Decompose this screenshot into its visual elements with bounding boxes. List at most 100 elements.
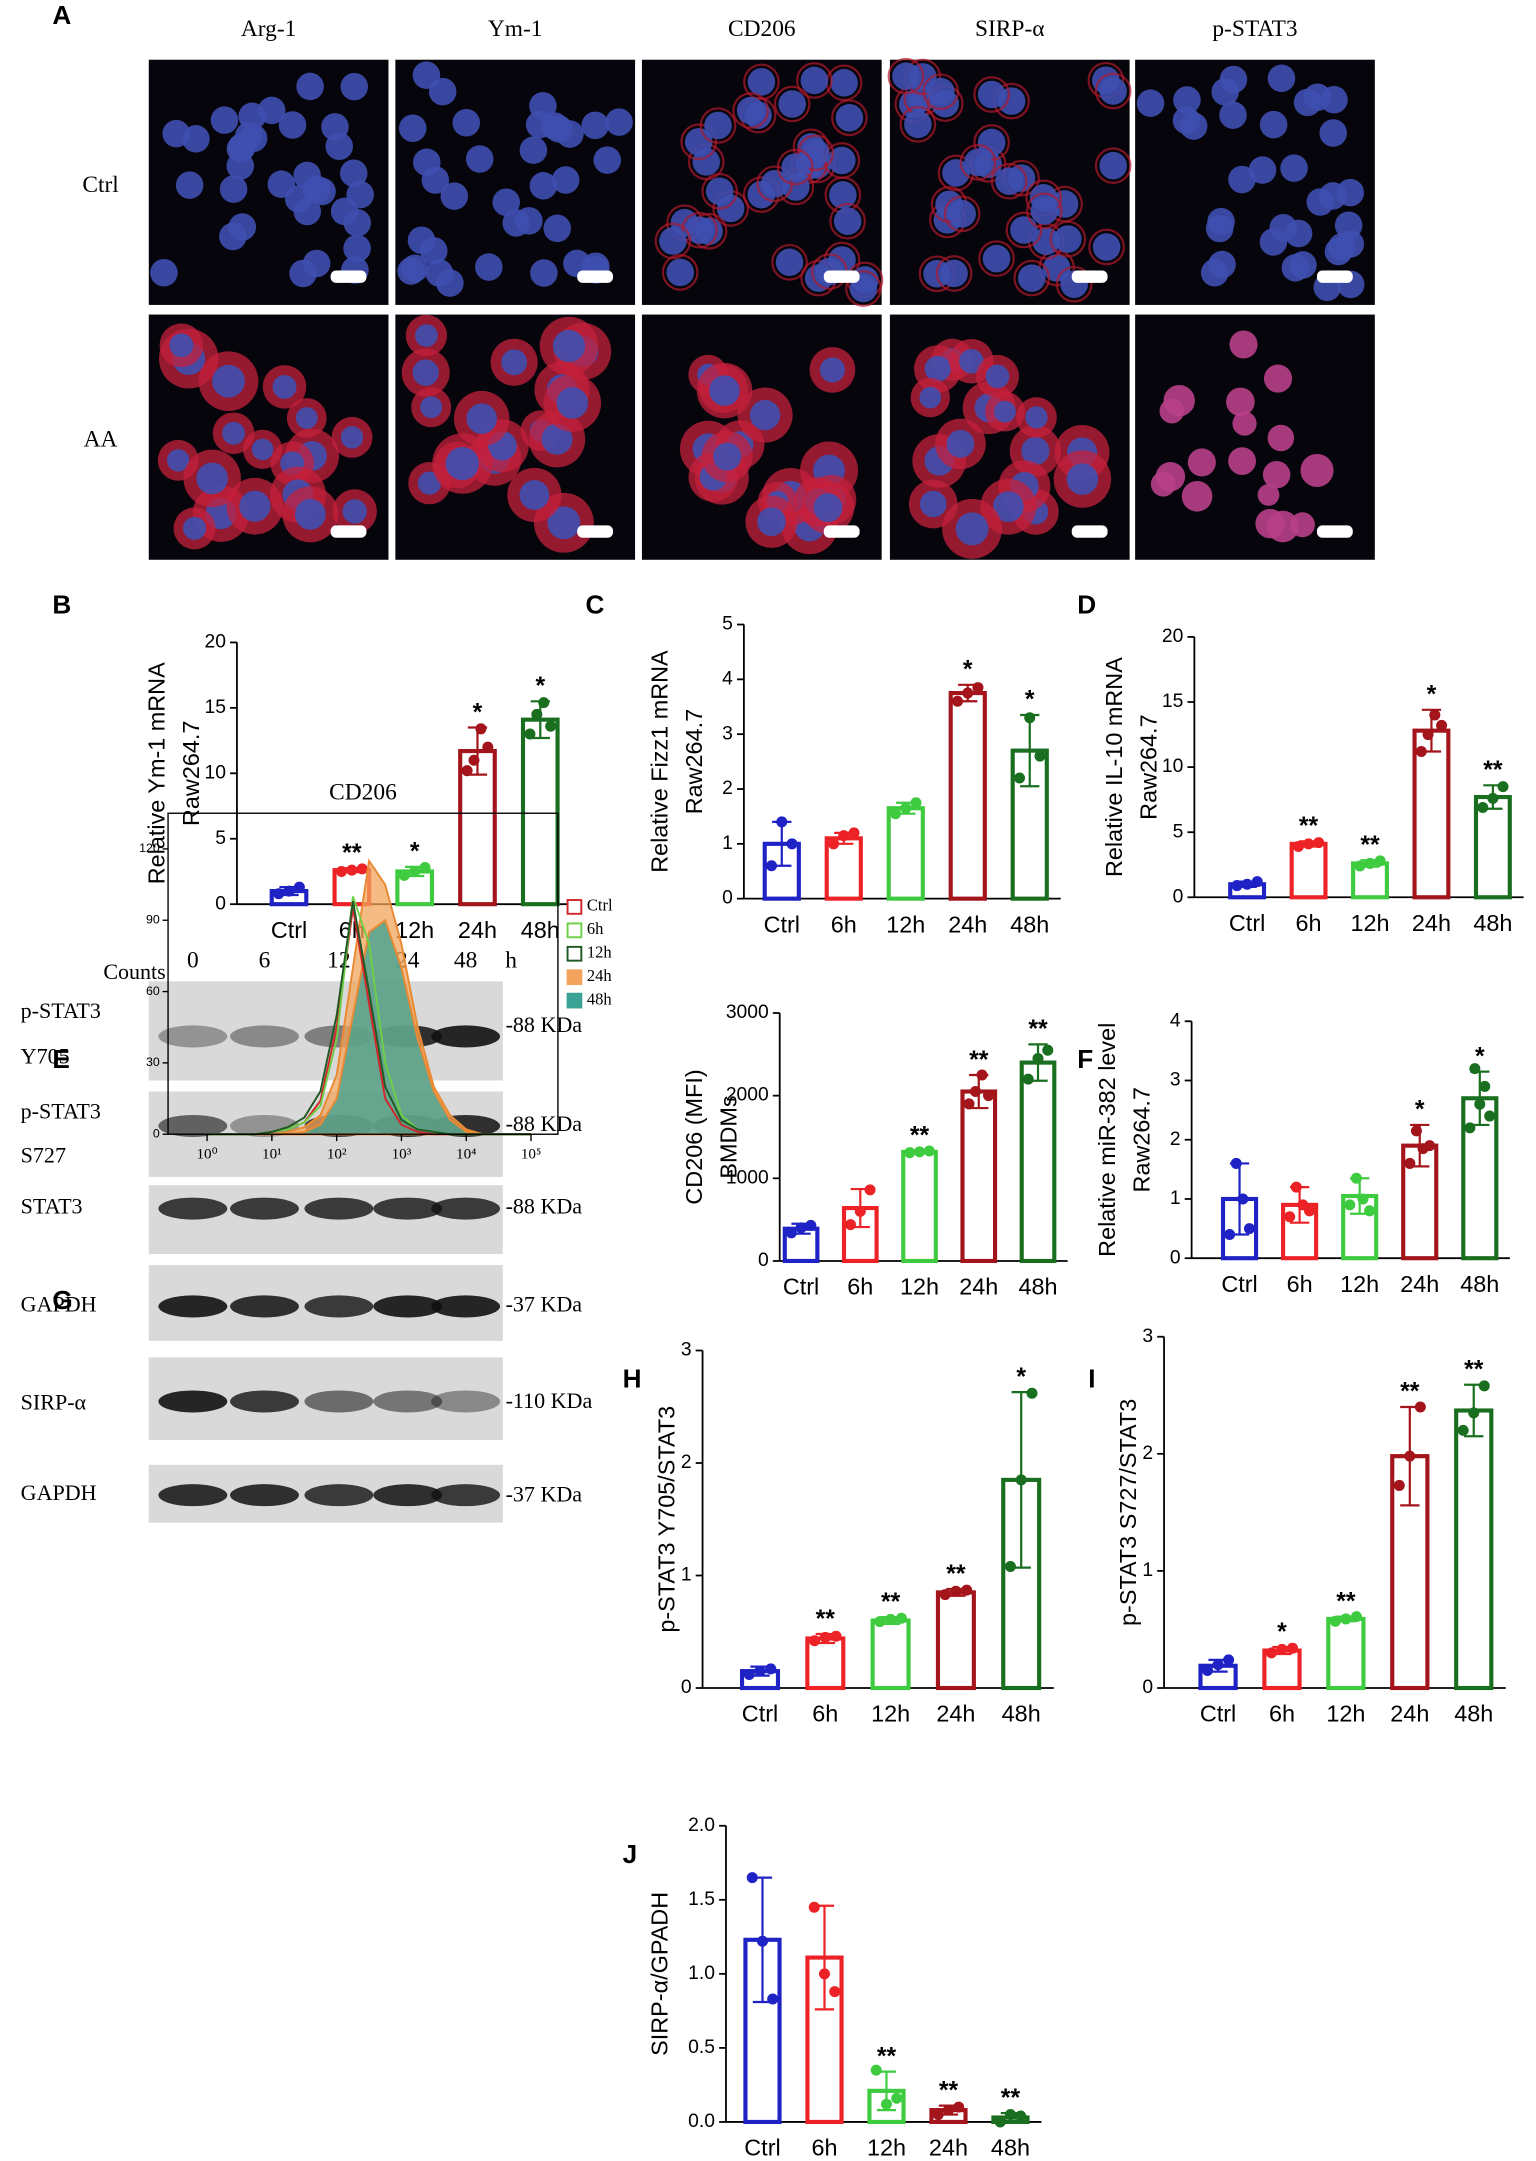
y-axis-label: Raw264.7 (1129, 1087, 1155, 1192)
cell-nucleus (819, 357, 845, 383)
data-point (1022, 1073, 1034, 1085)
data-point (900, 802, 912, 814)
scale-bar (1071, 270, 1108, 283)
significance-label: ** (1360, 832, 1380, 859)
data-point (1231, 880, 1243, 892)
blot-band (230, 1114, 299, 1137)
cell-nucleus (340, 72, 369, 101)
legend-swatch (566, 922, 583, 939)
micrograph (1135, 314, 1375, 560)
y-tick-label: 1000 (726, 1167, 769, 1188)
data-point (1344, 1199, 1356, 1211)
cell-membrane (701, 172, 739, 210)
y-axis-label: Counts (103, 959, 165, 984)
cell-nucleus (713, 442, 742, 471)
data-point (880, 2098, 892, 2110)
data-point (1404, 1157, 1416, 1169)
y-tick-label: 0 (681, 1677, 692, 1698)
x-tick-label: 48h (1454, 1701, 1493, 1727)
x-tick-label: 24h (929, 2135, 968, 2161)
cell-nucleus (1259, 228, 1288, 256)
cell-nucleus (1280, 154, 1308, 182)
blot-size: -110 KDa (506, 1388, 593, 1413)
significance-label: * (1427, 682, 1437, 709)
data-point (1478, 1380, 1490, 1392)
cell-nucleus (162, 119, 190, 148)
data-point (1251, 876, 1263, 888)
legend-swatch (566, 899, 583, 915)
blot-label: S727 (21, 1143, 66, 1168)
significance-label: ** (1001, 2085, 1021, 2112)
cell-nucleus (417, 471, 442, 495)
y-axis-label: Relative Fizz1 mRNA (646, 650, 672, 873)
cell-nucleus (551, 166, 580, 194)
cell-nucleus (251, 438, 274, 461)
cell-nucleus (272, 374, 297, 399)
data-point (983, 1090, 995, 1102)
cell-nucleus (705, 177, 734, 206)
data-point (1313, 837, 1325, 849)
cell-nucleus (543, 214, 572, 243)
data-point (870, 2064, 882, 2076)
cell-nucleus (212, 364, 245, 398)
cell-nucleus (257, 96, 286, 125)
cell-nucleus (530, 259, 558, 287)
cell-nucleus (1306, 188, 1335, 216)
data-point (838, 830, 850, 842)
panel-letter: D (1077, 590, 1096, 620)
blot-band (431, 1197, 501, 1220)
cell-nucleus (1205, 214, 1234, 243)
legend-label: 6h (587, 919, 604, 938)
scale-bar (823, 525, 860, 538)
blot-label: p-STAT3 (21, 1099, 101, 1124)
blot-band (304, 1484, 374, 1507)
y-tick-label: 2 (722, 778, 733, 799)
cell-nucleus (946, 429, 975, 458)
data-point (923, 1145, 935, 1157)
data-point (1464, 1122, 1476, 1134)
bar (1454, 1408, 1494, 1691)
significance-label: ** (881, 1589, 901, 1616)
cell-nucleus (1289, 512, 1315, 538)
blot-band (158, 1197, 228, 1220)
cell-nucleus (1030, 197, 1059, 225)
x-tick-label: 12h (395, 917, 434, 943)
cell-nucleus (1324, 237, 1353, 266)
y-axis-label: p-STAT3 S727/STAT3 (1115, 1399, 1141, 1626)
significance-label: * (1475, 1043, 1485, 1070)
data-point (961, 1584, 973, 1596)
data-point (910, 797, 922, 809)
blot-band (230, 1197, 299, 1220)
data-point (419, 862, 431, 874)
y-tick-label: 1.0 (688, 1963, 715, 1984)
cell-nucleus (210, 106, 239, 134)
data-point (1477, 801, 1489, 813)
cell-nucleus (401, 254, 429, 283)
x-tick-label: 6h (1269, 1701, 1295, 1727)
cell-nucleus (919, 490, 947, 518)
blot-band (304, 1295, 374, 1318)
data-point (962, 687, 974, 699)
significance-label: * (1016, 1364, 1026, 1391)
data-point (953, 2101, 965, 2113)
data-point (1026, 1387, 1038, 1399)
data-point (356, 863, 368, 875)
blot-size: -88 KDa (506, 1111, 583, 1136)
data-point (1414, 1401, 1426, 1413)
x-tick-label: 48h (1473, 910, 1512, 936)
data-point (765, 1663, 777, 1675)
cell-nucleus (1281, 254, 1310, 282)
bar (1326, 1616, 1366, 1691)
cell-nucleus (1066, 463, 1099, 495)
data-point (538, 697, 550, 709)
blot-size: -88 KDa (506, 1194, 583, 1219)
data-point (950, 1585, 962, 1597)
cell-nucleus (339, 159, 368, 188)
blot-size: -88 KDa (506, 1012, 583, 1037)
data-point (293, 881, 305, 893)
cell-membrane (732, 92, 769, 129)
cell-nucleus (1334, 211, 1363, 240)
cell-nucleus (293, 161, 321, 190)
cell-nucleus (659, 227, 687, 255)
y-tick-label: 0.5 (688, 2037, 715, 2058)
